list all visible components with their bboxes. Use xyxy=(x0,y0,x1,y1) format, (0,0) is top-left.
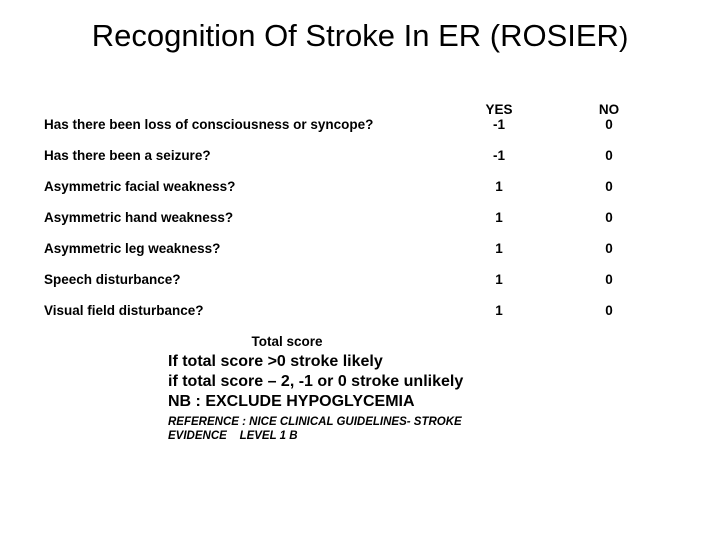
interp-line: If total score >0 stroke likely xyxy=(168,352,720,372)
yes-value: 1 xyxy=(444,210,554,225)
no-value: 0 xyxy=(554,148,664,163)
no-value: 0 xyxy=(554,272,664,287)
table-header-row: Has there been loss of consciousness or … xyxy=(44,102,690,132)
reference-line: EVIDENCE LEVEL 1 B xyxy=(168,430,480,444)
table-row: Asymmetric leg weakness? 1 0 xyxy=(44,241,690,256)
yes-label: YES xyxy=(444,102,554,117)
table-row-question: Speech disturbance? xyxy=(44,272,444,287)
table-row-question: Has there been loss of consciousness or … xyxy=(44,117,444,132)
page-title: Recognition Of Stroke In ER (ROSIER) xyxy=(0,0,720,62)
rosier-table: Has there been loss of consciousness or … xyxy=(0,62,720,349)
no-value: 0 xyxy=(554,117,664,132)
table-row-question: Asymmetric hand weakness? xyxy=(44,210,444,225)
yes-value: 1 xyxy=(444,179,554,194)
table-row: Asymmetric hand weakness? 1 0 xyxy=(44,210,690,225)
yes-value: -1 xyxy=(444,148,554,163)
total-score-label: Total score xyxy=(44,334,690,349)
table-row: Speech disturbance? 1 0 xyxy=(44,272,690,287)
table-row-question: Asymmetric leg weakness? xyxy=(44,241,444,256)
title-main: Recognition Of Stroke In ER (ROSIER xyxy=(92,18,619,53)
reference-line: REFERENCE : NICE CLINICAL GUIDELINES- ST… xyxy=(168,416,480,430)
table-row-question: Visual field disturbance? xyxy=(44,303,444,318)
yes-value: 1 xyxy=(444,241,554,256)
column-no-header: NO 0 xyxy=(554,102,664,132)
table-row-question: Has there been a seizure? xyxy=(44,148,444,163)
table-row: Has there been a seizure? -1 0 xyxy=(44,148,690,163)
interp-line: if total score – 2, -1 or 0 stroke unlik… xyxy=(168,372,720,392)
column-yes-header: YES -1 xyxy=(444,102,554,132)
yes-value: 1 xyxy=(444,272,554,287)
yes-value: -1 xyxy=(444,117,554,132)
no-value: 0 xyxy=(554,179,664,194)
no-label: NO xyxy=(554,102,664,117)
no-value: 0 xyxy=(554,210,664,225)
no-value: 0 xyxy=(554,241,664,256)
title-close-paren: ) xyxy=(619,21,628,52)
interp-line: NB : EXCLUDE HYPOGLYCEMIA xyxy=(168,392,720,412)
table-row: Asymmetric facial weakness? 1 0 xyxy=(44,179,690,194)
interpretation-block: If total score >0 stroke likely if total… xyxy=(0,352,720,412)
reference-block: REFERENCE : NICE CLINICAL GUIDELINES- ST… xyxy=(0,416,480,444)
table-row-question: Asymmetric facial weakness? xyxy=(44,179,444,194)
table-row: Visual field disturbance? 1 0 xyxy=(44,303,690,318)
yes-value: 1 xyxy=(444,303,554,318)
no-value: 0 xyxy=(554,303,664,318)
